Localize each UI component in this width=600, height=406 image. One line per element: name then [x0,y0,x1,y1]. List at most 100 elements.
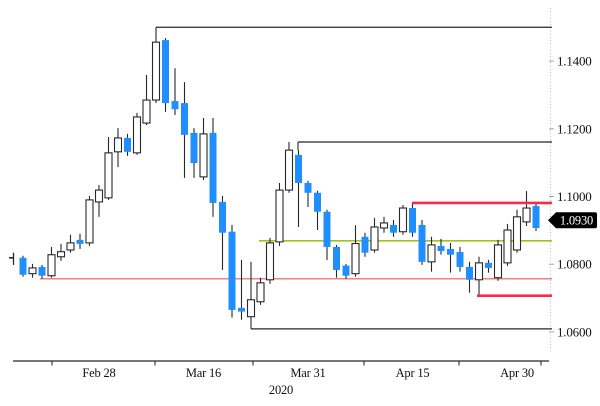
candles-layer [9,27,540,329]
candle [265,237,275,284]
candle [379,216,389,233]
y-axis-label: 1.1400 [557,54,592,69]
candle-body-up [522,207,531,223]
candle [113,128,123,168]
x-axis-label: Feb 28 [82,366,115,380]
y-axis: 1.1400 1.1200 1.1000 1.0800 1.0600 [549,54,592,339]
candle [256,277,265,305]
candle [151,27,161,104]
candle [512,209,522,253]
candle [466,261,473,293]
candle-body-down [314,192,321,212]
candle-body-up [370,226,379,251]
candle [275,182,284,246]
x-axis-year-label: 2020 [269,383,293,397]
candle [238,259,245,320]
candle-body-down [219,201,226,233]
candle-body-up [398,207,408,233]
x-axis: Feb 28 Mar 16 Mar 31 Apr 15 Apr 30 2020 [13,360,549,397]
candle [284,142,294,193]
candle [132,112,142,155]
candle [390,219,397,237]
x-axis-label: Mar 31 [290,366,325,380]
candle [19,255,27,277]
candle-body-down [342,265,350,276]
candle-body-up [379,222,389,229]
candle [532,202,540,232]
candle [104,136,113,200]
candle-body-down [418,224,426,262]
candle [28,263,37,278]
y-axis-label: 1.0800 [557,257,592,272]
candle [228,224,236,318]
candle [427,236,436,272]
candle-body-down [162,40,169,104]
candle [142,74,151,126]
candle [219,195,226,270]
candle-body-down [124,137,131,152]
last-price-badge-text: 1.0930 [560,214,593,228]
y-axis-label: 1.1000 [557,189,592,204]
last-price-badge: 1.0930 [548,212,597,229]
candle [47,246,56,278]
candle [447,242,454,273]
candle-body-down [228,231,236,310]
x-axis-label: Mar 16 [186,366,221,380]
y-axis-label: 1.1200 [557,121,592,136]
candle [342,263,350,279]
candle [522,191,531,226]
candle [94,185,104,217]
candle-body-down [485,262,492,268]
candle-body-down [532,205,540,228]
candle-body-up [104,152,113,199]
candle-body-up [47,254,56,277]
candle-body-down [19,257,27,275]
candle-body-down [181,103,188,135]
candle [409,202,416,237]
candle-body-up [151,41,161,101]
candle-body-up [28,267,37,275]
candle-body-up [512,216,522,251]
candle-body-up [503,229,512,264]
x-axis-label: Apr 30 [500,366,534,380]
candle-body-down [437,245,445,252]
candle-body-down [323,211,331,247]
candle [181,82,188,178]
candle [333,244,340,278]
candle-body-down [447,248,454,255]
candle-body-up [493,244,503,279]
level-lines-over [412,201,552,297]
candle [323,209,331,261]
candle-body-down [333,246,340,270]
candle [295,150,302,227]
candle [124,133,131,156]
candle-body-down [238,307,245,312]
candle-body-up [427,244,436,263]
candle-body-up [246,299,256,318]
candle [38,264,46,279]
candle [485,259,492,273]
candle [361,232,369,257]
candle-body-up [94,189,104,203]
candle-body-up [275,189,284,243]
candle [503,223,512,266]
candle-body-up [56,251,66,258]
candle [56,243,66,261]
candle [493,239,503,281]
candle-body-down [171,101,179,110]
y-axis-label: 1.0600 [557,324,592,339]
candle-body-down [190,132,198,163]
candle-body-up [265,242,275,281]
candle-body-up [85,199,94,244]
candle-body-up [66,242,75,251]
candle-body-up [113,137,123,153]
candle-body-up [351,243,360,275]
candle-body-down [361,236,369,253]
candle [199,117,208,180]
candle-body-up [284,149,294,191]
candle-body-up [199,133,208,178]
candle [190,128,198,178]
candle [456,246,464,272]
